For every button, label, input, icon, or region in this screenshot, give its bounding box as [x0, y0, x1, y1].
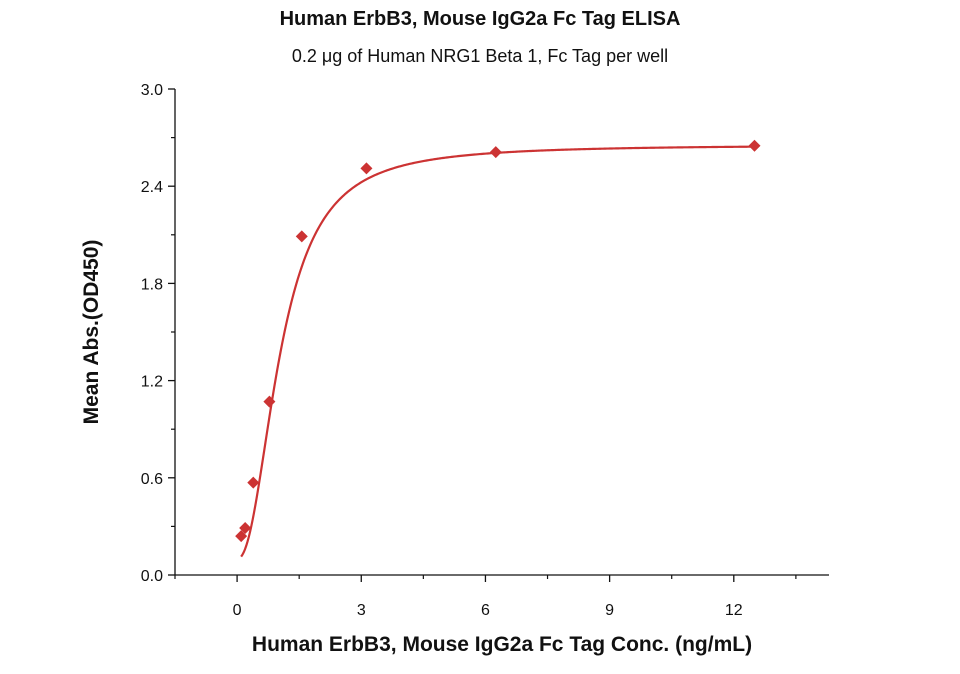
data-point [235, 530, 248, 543]
chart-axes: 0.0 0.6 1.2 1.8 2.4 3.0 0 3 6 9 12 [141, 82, 829, 619]
x-tick-label: 9 [605, 602, 614, 619]
data-point [263, 395, 276, 408]
fit-curve-layer [240, 145, 755, 558]
y-axis-title: Mean Abs.(OD450) [80, 240, 103, 425]
data-point [360, 162, 373, 175]
x-tick-label: 6 [481, 602, 490, 619]
data-point [748, 139, 761, 152]
y-tick-label: 3.0 [141, 82, 163, 99]
fit-curve [240, 145, 755, 558]
data-points-layer [235, 139, 761, 543]
chart-subtitle: 0.2 μg of Human NRG1 Beta 1, Fc Tag per … [291, 46, 669, 66]
data-point [489, 146, 502, 159]
x-tick-label: 3 [357, 602, 366, 619]
y-tick-label: 0.6 [141, 471, 163, 488]
y-tick-label: 0.0 [141, 568, 163, 585]
chart-title: Human ErbB3, Mouse IgG2a Fc Tag ELISA [279, 8, 681, 30]
y-tick-label: 1.8 [141, 276, 163, 293]
x-tick-label: 12 [725, 602, 743, 619]
data-point [239, 522, 252, 535]
y-tick-label: 2.4 [141, 179, 163, 196]
data-point [295, 230, 308, 243]
x-tick-label: 0 [233, 602, 242, 619]
data-point [247, 476, 260, 489]
x-axis-title: Human ErbB3, Mouse IgG2a Fc Tag Conc. (n… [252, 633, 752, 656]
y-tick-label: 1.2 [141, 374, 163, 391]
